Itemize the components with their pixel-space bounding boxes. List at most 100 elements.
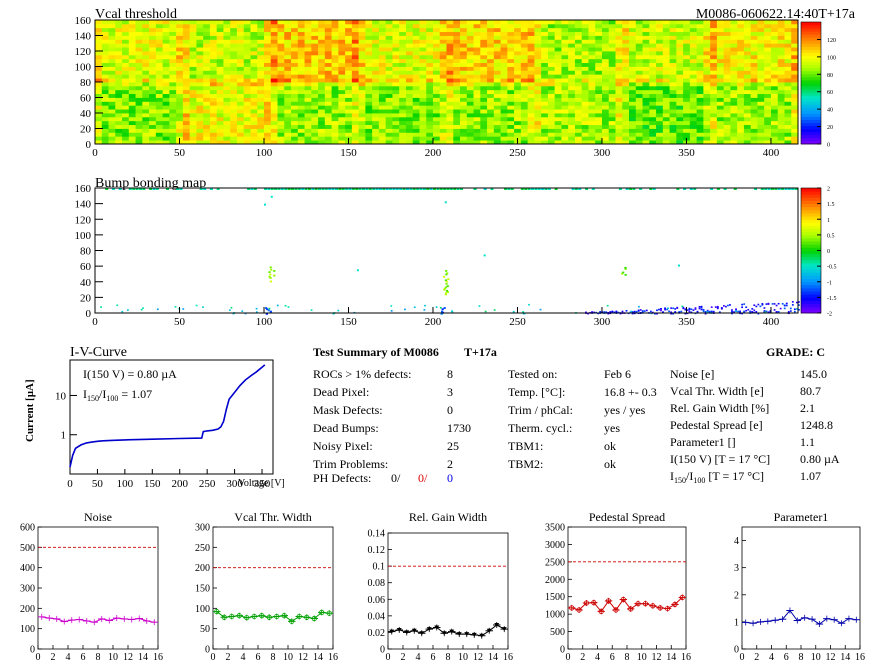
heatmap-cell [608,66,616,71]
vcal-threshold-colorbar-label: 0 [827,143,830,149]
heatmap-cell [615,51,623,56]
heatmap-cell [601,20,610,25]
roc-plot-ytick-label: 0 [205,645,210,656]
heatmap-cell [419,27,427,33]
heatmap-cell [588,74,596,79]
heatmap-cell [351,39,360,44]
heatmap-cell [122,74,130,79]
heatmap-cell [385,20,393,25]
heatmap-cell [770,31,779,36]
heatmap-cell [196,20,204,25]
heatmap-cell [743,66,752,71]
heatmap-cell [642,62,650,67]
bump-defect [670,312,673,315]
heatmap-cell [622,89,630,95]
bump-defect [767,311,770,314]
heatmap-cell [737,120,745,126]
heatmap-cell [608,62,616,67]
heatmap-cell [460,47,468,52]
heatmap-cell [196,70,204,75]
heatmap-cell [432,74,441,79]
heatmap-cell [122,105,130,110]
bump-defect [574,188,578,190]
heatmap-cell [541,23,549,29]
heatmap-cell [716,89,725,95]
heatmap-cell [324,97,332,102]
heatmap-cell [216,120,224,126]
heatmap-cell [507,39,515,44]
heatmap-cell [547,70,556,75]
heatmap-cell [446,120,454,126]
bump-defect [670,311,673,314]
heatmap-cell [460,27,468,33]
heatmap-cell [365,58,373,64]
heatmap-cell [263,128,272,133]
heatmap-cell [351,66,360,71]
heatmap-cell [338,54,346,60]
heatmap-cell [649,109,657,114]
heatmap-cell [324,70,332,75]
heatmap-cell [460,97,468,102]
heatmap-cell [622,62,630,67]
bump-defect [269,266,272,269]
heatmap-cell [710,62,718,67]
heatmap-cell [737,78,745,83]
vcal-threshold-colorbar-segment [801,116,821,120]
roc-plot-marker [479,633,485,638]
heatmap-cell [635,85,643,91]
heatmap-cell [480,89,488,95]
heatmap-cell [311,124,319,129]
heatmap-cell [520,89,529,95]
heatmap-cell [223,85,231,91]
bump-defect [680,310,683,313]
heatmap-cell [331,82,339,87]
heatmap-cell [534,116,542,122]
heatmap-cell [297,70,305,75]
heatmap-cell [723,101,731,106]
heatmap-cell [182,101,191,106]
heatmap-cell [318,27,326,33]
heatmap-cell [101,120,109,126]
heatmap-cell [629,109,637,114]
heatmap-cell [561,35,569,40]
bump-defect [138,188,142,190]
heatmap-cell [642,140,650,145]
heatmap-cell [176,93,184,98]
heatmap-cell [534,136,542,141]
summary-right-label: Parameter1 [] [670,435,736,449]
heatmap-cell [770,105,779,110]
heatmap-cell [514,35,522,40]
heatmap-cell [304,109,312,114]
heatmap-cell [432,128,441,133]
heatmap-cell [372,85,380,91]
bump-defect [591,188,595,190]
heatmap-cell [601,70,610,75]
heatmap-cell [750,140,758,145]
heatmap-cell [473,58,481,64]
heatmap-cell [777,31,785,36]
heatmap-cell [588,132,596,137]
heatmap-cell [439,97,447,102]
heatmap-cell [750,85,758,91]
bump-defect [773,303,776,305]
heatmap-cell [284,62,292,67]
heatmap-cell [527,39,535,44]
heatmap-cell [723,78,731,83]
vcal-threshold-colorbar-segment [801,134,821,139]
heatmap-cell [338,124,346,129]
heatmap-cell [507,101,515,106]
heatmap-cell [541,113,549,118]
heatmap-cell [676,20,684,25]
heatmap-cell [656,27,664,33]
heatmap-cell [351,101,360,106]
heatmap-cell [203,113,211,118]
heatmap-cell [311,58,319,64]
bump-defect [755,305,758,308]
heatmap-cell [642,85,650,91]
heatmap-cell [358,43,366,48]
heatmap-cell [297,54,305,60]
heatmap-cell [696,47,704,52]
heatmap-cell [318,132,326,137]
heatmap-cell [635,62,643,67]
